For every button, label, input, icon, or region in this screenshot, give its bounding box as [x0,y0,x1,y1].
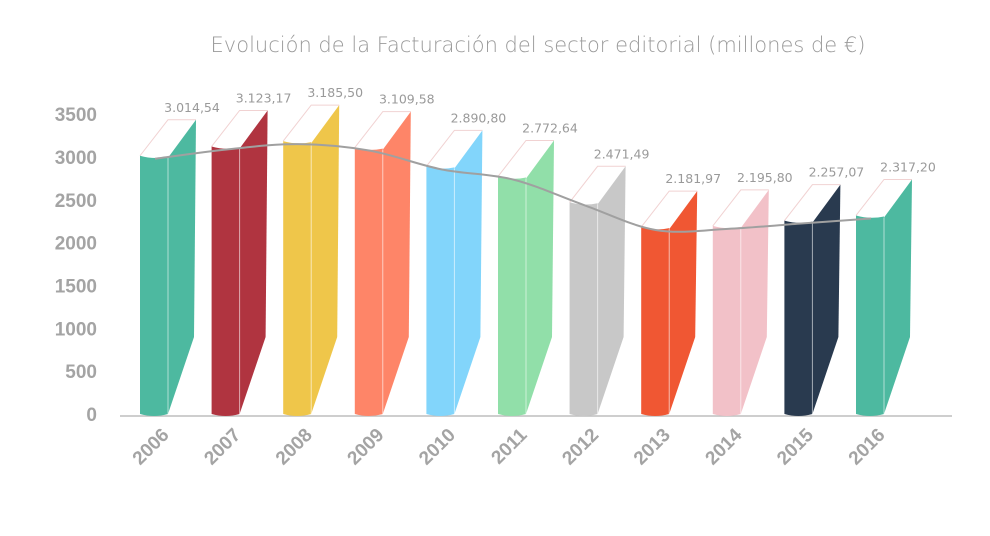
book-spine [354,147,383,416]
bar-2010 [426,129,483,416]
x-tick-label: 2006 [129,425,174,470]
data-label: 2.195,80 [737,170,793,185]
x-tick-label: 2009 [344,425,389,470]
data-label: 3.185,50 [307,85,363,100]
book-cover [454,130,483,414]
bars [139,104,912,417]
y-tick-label: 1000 [55,319,97,340]
bar-2012 [569,165,626,416]
book-spine [569,202,598,416]
x-tick-label: 2013 [630,425,675,470]
y-tick-label: 3000 [55,148,97,169]
x-tick-label: 2012 [558,425,603,470]
data-label: 3.014,54 [164,100,220,115]
book-spine [211,146,240,417]
book-pages [784,184,841,221]
data-label: 2.257,07 [809,165,865,180]
data-labels: 3.014,54 3.123,17 3.185,50 3.109,58 2.890,80… [164,85,936,186]
book-pages [354,111,411,148]
book-pages [282,104,340,142]
book-cover [382,111,411,415]
x-tick-label: 2015 [773,424,818,469]
book-cover [239,110,268,415]
book-pages [497,139,554,177]
trend-line-group [154,143,872,233]
y-tick-label: 3500 [55,105,97,126]
bar-2006 [139,119,196,417]
x-axis: 2006 2007 2008 2009 2010 2011 2012 2013 2014 2015… [129,424,890,469]
book-cover [884,179,912,414]
book-spine [426,166,455,416]
y-tick-label: 2000 [55,234,97,255]
book-pages [640,190,698,228]
book-spine [283,141,312,417]
data-label: 2.181,97 [665,171,721,186]
book-spine [641,227,670,416]
y-tick-label: 2500 [55,191,97,212]
book-spine [856,215,884,416]
book-pages [139,119,196,157]
data-label: 3.109,58 [379,92,435,107]
y-tick-label: 0 [86,405,97,426]
book-pages [211,109,268,147]
bar-2007 [211,109,268,417]
x-tick-label: 2007 [200,425,245,470]
book-pages [712,189,769,227]
x-tick-label: 2008 [272,425,317,470]
bar-2014 [712,189,769,416]
bar-2009 [354,111,411,416]
x-tick-label: 2011 [488,424,532,468]
x-tick-label: 2010 [415,425,460,470]
data-label: 3.123,17 [236,90,292,105]
book-spine [712,225,741,416]
trend-line [154,143,872,233]
bar-2011 [497,139,554,416]
book-cover [526,140,554,414]
data-label: 2.471,49 [594,146,650,161]
y-axis: 0 500 1000 1500 2000 2500 3000 3500 [55,105,97,426]
book-spine [784,220,813,416]
bar-2013 [640,190,698,416]
data-label: 2.890,80 [451,110,507,125]
y-tick-label: 500 [65,362,97,383]
book-pages [426,129,483,167]
book-cover [740,189,769,414]
bar-2008 [282,104,340,417]
data-label: 2.317,20 [880,159,936,174]
book-cover [597,166,626,414]
y-tick-label: 1500 [55,277,97,298]
bar-2015 [784,184,841,416]
book-cover [812,184,841,414]
chart-title: Evolución de la Facturación del sector e… [211,33,866,57]
data-label: 2.772,64 [522,120,578,135]
x-tick-label: 2016 [845,425,890,470]
bar-2016 [855,178,912,416]
book-spine [140,155,168,417]
book-pages [855,178,912,216]
book-cover [311,105,340,415]
book-pages [569,165,626,203]
book-cover [669,191,698,414]
x-tick-label: 2014 [702,424,747,469]
book-spine [498,176,526,416]
book-cover [168,119,196,415]
